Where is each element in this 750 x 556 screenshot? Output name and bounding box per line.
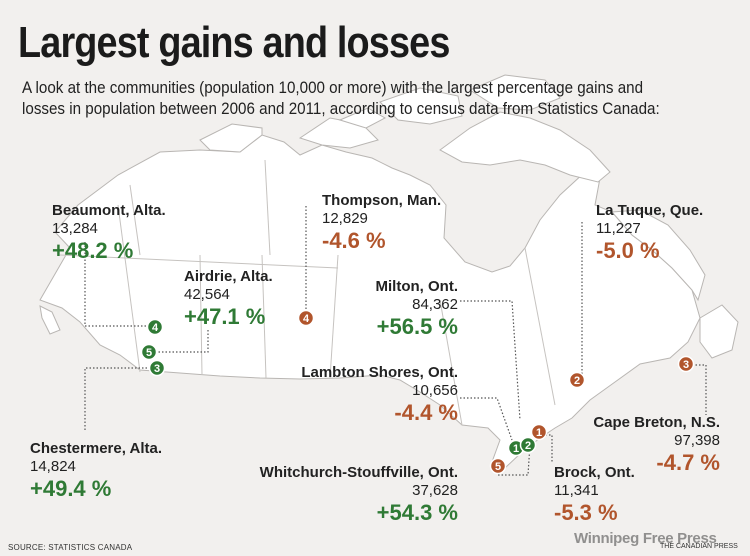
community-change: +47.1 % [184, 304, 266, 329]
marker-circle [519, 436, 537, 454]
marker-whitchurch: 2 [519, 436, 537, 454]
label-lambton-shores: Lambton Shores, Ont. 10,656 -4.4 % [282, 364, 458, 426]
arctic-island-3 [199, 123, 263, 153]
community-population: 84,362 [412, 296, 458, 313]
marker-circle [148, 359, 166, 377]
label-la-tuque: La Tuque, Que. 11,227 -5.0 % [596, 202, 703, 264]
provincial-borders [59, 159, 556, 426]
community-name: Cape Breton, N.S. [593, 414, 720, 431]
community-population: 97,398 [674, 432, 720, 449]
arctic-island-2 [379, 87, 463, 125]
label-cape-breton: Cape Breton, N.S. 97,398 -4.7 % [580, 414, 720, 476]
marker-chestermere: 3 [148, 359, 166, 377]
baffin-island [439, 111, 611, 183]
marker-rank: 3 [154, 363, 160, 375]
marker-lambton: 5 [489, 457, 507, 475]
marker-thompson: 4 [297, 309, 315, 327]
watermark: Winnipeg Free Press [574, 530, 717, 547]
marker-latuque: 2 [568, 371, 586, 389]
canada-landmass [39, 74, 739, 469]
arctic-island-5 [338, 107, 387, 129]
community-population: 12,829 [322, 210, 368, 227]
labrador [610, 209, 706, 302]
marker-rank: 5 [495, 461, 501, 473]
community-population: 14,824 [30, 458, 76, 475]
label-thompson: Thompson, Man. 12,829 -4.6 % [322, 192, 441, 254]
community-name: Lambton Shores, Ont. [301, 364, 458, 381]
community-population: 11,227 [596, 220, 641, 237]
community-name: Airdrie, Alta. [184, 268, 273, 285]
subtitle: A look at the communities (population 10… [22, 79, 660, 118]
marker-capebreton: 3 [677, 355, 695, 373]
marker-rank: 4 [152, 322, 159, 334]
label-beaumont: Beaumont, Alta. 13,284 +48.2 % [52, 202, 166, 264]
community-population: 37,628 [412, 482, 458, 499]
marker-airdrie: 5 [140, 343, 158, 361]
community-name: Whitchurch-Stouffville, Ont. [259, 464, 458, 481]
label-whitchurch-stouffville: Whitchurch-Stouffville, Ont. 37,628 +54.… [236, 464, 458, 526]
community-population: 13,284 [52, 220, 98, 237]
community-change: -4.4 % [394, 400, 458, 425]
community-change: -4.7 % [656, 450, 720, 475]
marker-rank: 3 [683, 359, 689, 371]
community-change: -5.3 % [554, 500, 618, 525]
leader-lines [84, 206, 707, 476]
label-chestermere: Chestermere, Alta. 14,824 +49.4 % [30, 440, 162, 502]
community-change: +48.2 % [52, 238, 134, 263]
marker-circle [530, 423, 548, 441]
community-name: Chestermere, Alta. [30, 440, 162, 457]
marker-circle [677, 355, 695, 373]
marker-rank: 2 [574, 375, 580, 387]
community-change: -4.6 % [322, 228, 386, 253]
marker-circle [146, 318, 164, 336]
community-change: +54.3 % [376, 500, 458, 525]
marker-rank: 5 [146, 347, 152, 359]
marker-brock: 1 [530, 423, 548, 441]
community-name: La Tuque, Que. [596, 202, 704, 219]
community-change: -5.0 % [596, 238, 660, 263]
marker-circle [489, 457, 507, 475]
arctic-island-4 [468, 74, 561, 111]
credit-line: THE CANADIAN PRESS [660, 543, 738, 550]
community-change: +56.5 % [376, 314, 458, 339]
marker-circle [140, 343, 158, 361]
community-population: 42,564 [184, 286, 230, 303]
label-airdrie: Airdrie, Alta. 42,564 +47.1 % [184, 268, 273, 330]
community-name: Brock, Ont. [554, 464, 635, 481]
page-title: Largest gains and losses [18, 18, 450, 67]
marker-rank: 1 [536, 427, 542, 439]
community-population: 11,341 [554, 482, 599, 499]
community-change: +49.4 % [30, 476, 112, 501]
vancouver-island [39, 305, 61, 335]
label-brock: Brock, Ont. 11,341 -5.3 % [554, 464, 635, 526]
community-population: 10,656 [412, 382, 458, 399]
marker-circle [568, 371, 586, 389]
marker-rank: 1 [513, 443, 519, 455]
label-milton: Milton, Ont. 84,362 +56.5 % [350, 278, 458, 340]
marker-rank: 2 [525, 440, 531, 452]
source-note: SOURCE: STATISTICS CANADA [8, 543, 133, 552]
marker-rank: 4 [303, 313, 310, 325]
marker-circle [297, 309, 315, 327]
newfoundland [699, 304, 739, 359]
community-name: Milton, Ont. [375, 278, 458, 295]
marker-beaumont: 4 [146, 318, 164, 336]
community-name: Beaumont, Alta. [52, 202, 166, 219]
community-name: Thompson, Man. [322, 192, 442, 209]
